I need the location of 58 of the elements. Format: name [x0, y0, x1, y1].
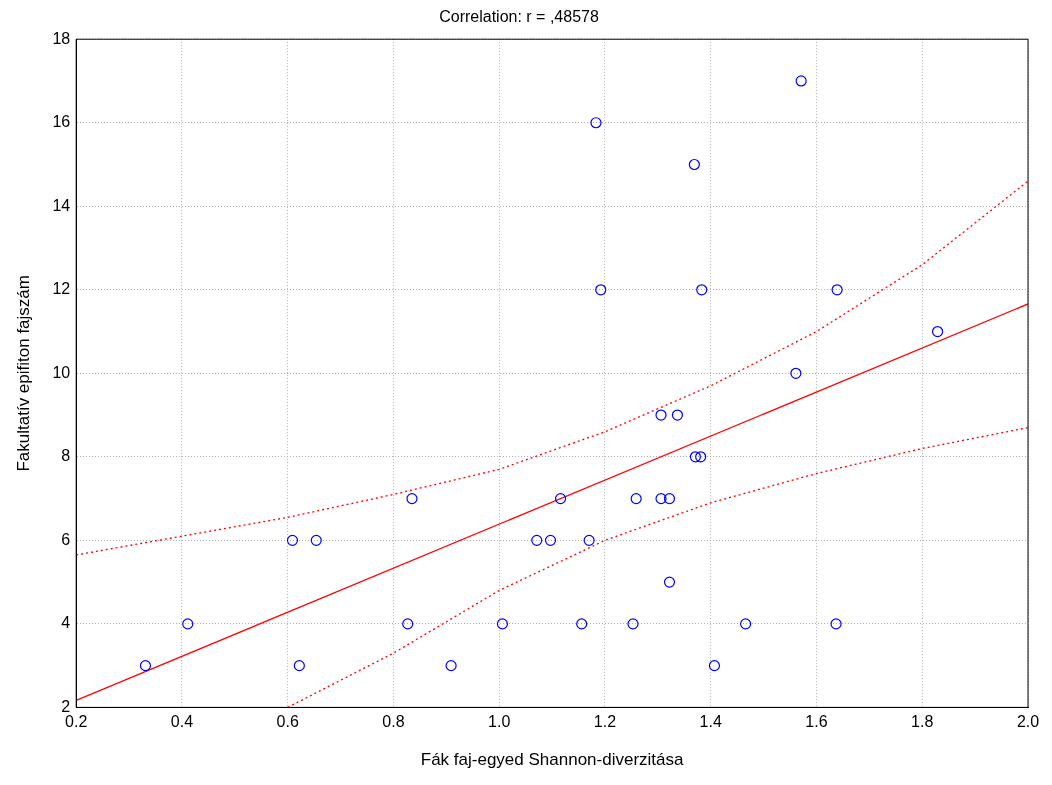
point — [310, 534, 322, 546]
x-tick-label: 1.8 — [911, 713, 934, 731]
point — [663, 492, 676, 505]
point — [931, 325, 944, 338]
x-tick-label: 1.0 — [488, 713, 511, 731]
point — [671, 409, 684, 421]
x-tick-label: 0.8 — [382, 713, 405, 731]
point — [795, 75, 807, 87]
point — [696, 284, 708, 296]
y-tick-label: 12 — [52, 280, 71, 298]
point — [293, 660, 305, 672]
y-tick-label: 4 — [61, 614, 71, 632]
point — [445, 660, 457, 672]
y-tick-label: 6 — [61, 530, 71, 548]
x-tick-label: 0.6 — [276, 713, 299, 731]
point — [627, 618, 639, 630]
point — [406, 492, 418, 505]
y-tick-label: 18 — [52, 29, 71, 47]
y-tick-label: 14 — [52, 196, 71, 214]
x-tick-label: 1.6 — [805, 713, 828, 731]
y-tick-label: 8 — [61, 447, 71, 465]
point — [790, 367, 802, 379]
x-tick-label: 1.4 — [699, 713, 722, 731]
y-tick-label: 2 — [61, 697, 71, 715]
point — [663, 576, 676, 588]
x-tick-label: 0.2 — [65, 713, 88, 731]
point — [689, 451, 701, 463]
chart-title: Correlation: r = ,48578 — [439, 8, 599, 26]
point — [182, 618, 194, 630]
x-tick-label: 2.0 — [1016, 713, 1040, 731]
point — [688, 158, 700, 171]
point — [830, 618, 842, 630]
point — [531, 534, 543, 546]
point — [139, 660, 152, 672]
x-axis-title: Fák faj-egyed Shannon-diverzitása — [420, 750, 684, 770]
point — [590, 117, 602, 129]
point — [554, 492, 567, 505]
point — [630, 492, 642, 505]
point — [402, 618, 414, 630]
point — [544, 534, 557, 546]
point — [740, 618, 752, 630]
point — [583, 534, 595, 546]
y-tick-label: 10 — [52, 363, 71, 381]
point — [695, 451, 707, 463]
point — [576, 618, 588, 630]
point — [286, 534, 299, 546]
line-series — [76, 180, 1028, 556]
point — [708, 660, 721, 672]
point — [655, 492, 667, 505]
point — [496, 618, 508, 630]
x-tick-label: 0.4 — [170, 713, 194, 731]
y-axis-title: Fakultatív epifiton fajszám — [13, 275, 33, 472]
x-tick-label: 1.2 — [593, 713, 617, 731]
point — [655, 409, 667, 421]
point — [595, 284, 607, 296]
y-tick-label: 16 — [52, 113, 71, 131]
line-series — [287, 426, 1028, 708]
point — [831, 284, 843, 296]
